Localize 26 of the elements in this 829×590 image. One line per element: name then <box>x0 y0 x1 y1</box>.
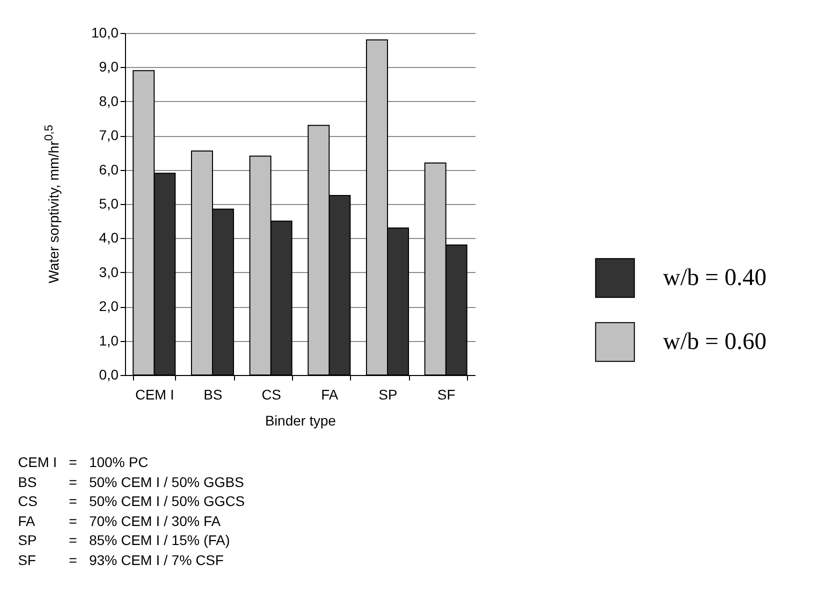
x-tick-label: BS <box>204 386 222 402</box>
x-tick-label: CEM I <box>135 386 174 402</box>
x-tick-label: SP <box>378 386 398 402</box>
text: CS = 50% CEM I / 50% GGCS <box>18 493 245 509</box>
x-tick-label: FA <box>321 386 339 402</box>
text: CEM I = 100% PC <box>18 453 150 472</box>
text: BS = 50% CEM I / 50% GGBS <box>18 474 244 490</box>
y-tick-label: 10,0 <box>91 24 119 40</box>
text: SP = 85% CEM I / 15% (FA) <box>18 532 230 548</box>
y-tick-label: 7,0 <box>99 127 119 144</box>
y-tick-label: 3,0 <box>99 264 119 280</box>
y-tick-label: 2,0 <box>99 298 119 314</box>
y-tick-label: 1,0 <box>99 332 119 348</box>
x-tick-label: SF <box>437 386 456 402</box>
y-tick-label: 9,0 <box>99 58 119 75</box>
y-tick-label: 5,0 <box>99 196 119 212</box>
y-tick-label: 4,0 <box>99 230 119 246</box>
y-tick-label: 8,0 <box>99 92 119 109</box>
text: SF = 93% CEM I / 7% CSF <box>18 552 224 568</box>
legend-label: w/b = 0.60 <box>663 329 767 355</box>
x-tick-label: CS <box>262 386 282 402</box>
x-axis-title: Binder type <box>265 412 336 428</box>
text: FA = 70% CEM I / 30% FA <box>18 512 221 528</box>
y-tick-label: 6,0 <box>99 161 119 178</box>
y-tick-label: 0,0 <box>99 366 119 382</box>
legend-label: w/b = 0.40 <box>663 265 767 291</box>
